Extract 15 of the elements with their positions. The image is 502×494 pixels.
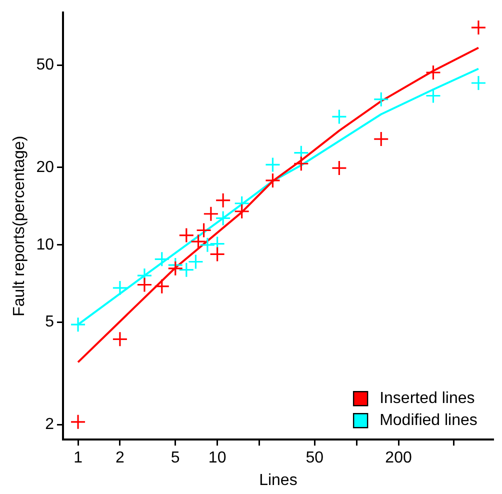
x-tick-label: 10	[208, 450, 226, 467]
x-tick-label: 50	[306, 450, 324, 467]
x-tick-label: 2	[116, 450, 124, 467]
legend-label: Modified lines	[380, 412, 478, 430]
x-axis-title: Lines	[259, 472, 298, 489]
x-tick-label: 200	[385, 450, 412, 467]
x-tick-label: 5	[170, 450, 180, 467]
x-tick-label: 1	[74, 450, 83, 467]
y-tick-label: 20	[36, 158, 54, 176]
y-tick-label: 50	[36, 56, 54, 74]
y-axis-title: Fault reports(percentage)	[11, 136, 28, 316]
y-tick-label: 10	[36, 236, 54, 254]
y-tick-label: 2	[45, 416, 54, 434]
y-tick-label: 5	[45, 314, 54, 331]
legend-label: Inserted lines	[380, 390, 475, 408]
